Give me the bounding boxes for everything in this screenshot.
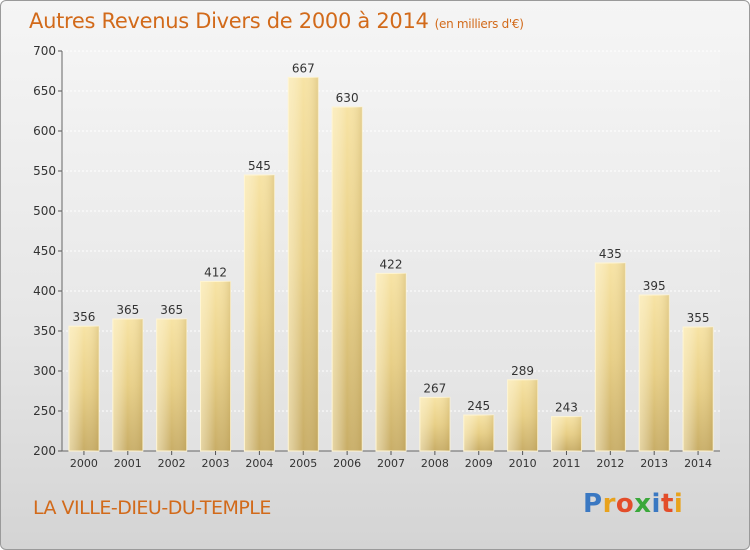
city-name: LA VILLE-DIEU-DU-TEMPLE bbox=[33, 497, 271, 519]
bar-shade bbox=[419, 397, 450, 451]
bar-shade bbox=[376, 273, 406, 451]
y-tick-label: 400 bbox=[33, 284, 56, 298]
bar-shade bbox=[683, 327, 714, 451]
x-tick-label: 2002 bbox=[158, 457, 186, 470]
bar-value-label: 395 bbox=[643, 279, 666, 293]
x-tick-label: 2010 bbox=[509, 457, 537, 470]
y-tick-label: 300 bbox=[33, 364, 56, 378]
bar-value-label: 267 bbox=[423, 381, 446, 395]
bar-shade bbox=[595, 263, 626, 451]
y-tick-label: 350 bbox=[33, 324, 56, 338]
bar-value-label: 422 bbox=[380, 257, 403, 271]
logo-letter: i bbox=[673, 489, 684, 519]
logo-letter: t bbox=[660, 489, 674, 519]
logo-letter: r bbox=[602, 489, 616, 519]
chart-unit-note: (en milliers d'€) bbox=[434, 17, 524, 31]
x-tick-label: 2013 bbox=[640, 457, 668, 470]
bar-shade bbox=[112, 319, 143, 451]
x-tick-label: 2014 bbox=[684, 457, 712, 470]
proxiti-logo[interactable]: Proxiti bbox=[583, 489, 683, 519]
bar-value-label: 365 bbox=[160, 303, 183, 317]
x-tick-label: 2006 bbox=[333, 457, 361, 470]
bar-value-label: 667 bbox=[292, 61, 315, 75]
x-tick-label: 2001 bbox=[114, 457, 142, 470]
bar-shade bbox=[332, 107, 363, 451]
bar-shade bbox=[68, 326, 99, 451]
chart-title: Autres Revenus Divers de 2000 à 2014 (en … bbox=[29, 9, 524, 33]
bar-shade bbox=[551, 416, 582, 451]
bar-value-label: 412 bbox=[204, 265, 227, 279]
x-tick-label: 2007 bbox=[377, 457, 405, 470]
x-tick-label: 2012 bbox=[596, 457, 624, 470]
bar-value-label: 435 bbox=[599, 247, 622, 261]
bar-value-label: 289 bbox=[511, 364, 534, 378]
y-tick-label: 200 bbox=[33, 444, 56, 458]
bar-shade bbox=[463, 415, 494, 451]
bar-value-label: 545 bbox=[248, 159, 271, 173]
x-tick-label: 2000 bbox=[70, 457, 98, 470]
logo-letter: x bbox=[634, 489, 652, 519]
logo-letter: P bbox=[583, 489, 603, 519]
x-tick-label: 2003 bbox=[202, 457, 230, 470]
bar-shade bbox=[244, 175, 275, 451]
bar-value-label: 245 bbox=[467, 399, 490, 413]
chart-title-text: Autres Revenus Divers de 2000 à 2014 bbox=[29, 9, 429, 33]
bar-value-label: 355 bbox=[687, 311, 710, 325]
bar-shade bbox=[288, 77, 319, 452]
bar-value-label: 243 bbox=[555, 401, 578, 415]
y-tick-label: 700 bbox=[33, 44, 56, 58]
x-tick-label: 2011 bbox=[552, 457, 580, 470]
y-tick-label: 450 bbox=[33, 244, 56, 258]
x-tick-label: 2004 bbox=[245, 457, 273, 470]
y-tick-label: 600 bbox=[33, 124, 56, 138]
y-tick-label: 500 bbox=[33, 204, 56, 218]
y-tick-label: 250 bbox=[33, 404, 56, 418]
bar-value-label: 365 bbox=[116, 303, 139, 317]
x-tick-label: 2008 bbox=[421, 457, 449, 470]
bar-value-label: 630 bbox=[336, 91, 359, 105]
x-tick-label: 2005 bbox=[289, 457, 317, 470]
x-tick-label: 2009 bbox=[465, 457, 493, 470]
y-tick-label: 550 bbox=[33, 164, 56, 178]
logo-letter: i bbox=[651, 489, 661, 519]
bar-shade bbox=[200, 281, 231, 451]
y-tick-label: 650 bbox=[33, 84, 56, 98]
bar-shade bbox=[156, 319, 187, 451]
bar-value-label: 356 bbox=[72, 310, 95, 324]
bar-shade bbox=[639, 295, 670, 451]
logo-letter: o bbox=[615, 489, 635, 519]
bar-shade bbox=[507, 379, 538, 451]
